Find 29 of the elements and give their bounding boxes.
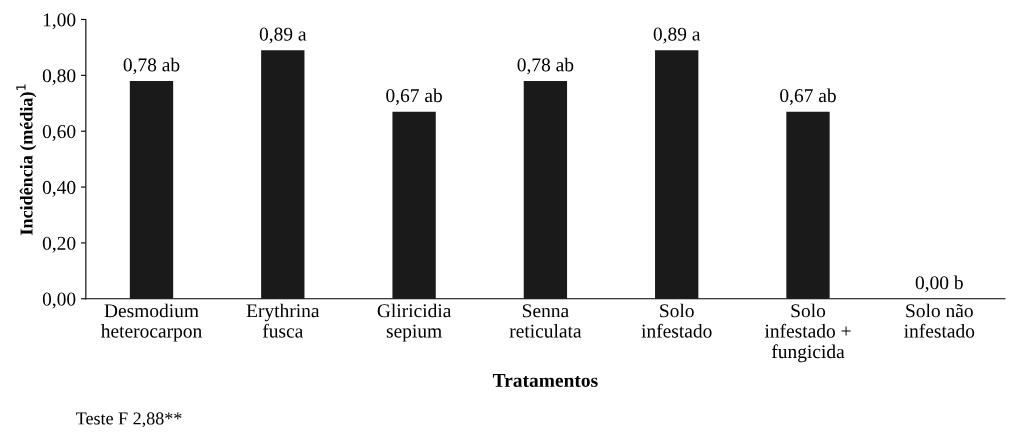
data-label: 0,67 ab xyxy=(780,88,836,105)
y-tick-label: 0,60 xyxy=(42,125,76,141)
bar xyxy=(392,111,436,299)
y-tick-label: 0,20 xyxy=(42,236,76,253)
y-tick-label: 0,40 xyxy=(42,180,76,197)
x-tick-label: Solo infestado + fungicida xyxy=(764,303,851,363)
data-label: 0,00 b xyxy=(915,275,963,293)
y-tick-label: 0,80 xyxy=(42,69,76,86)
bar xyxy=(786,111,830,299)
data-label: 0,89 a xyxy=(259,27,307,44)
data-label: 0,78 ab xyxy=(123,57,180,75)
bar xyxy=(523,80,568,299)
data-label: 0,89 a xyxy=(653,27,701,44)
bar xyxy=(261,50,305,299)
data-label: 0,67 ab xyxy=(386,88,442,105)
bar xyxy=(129,80,174,299)
y-tick-label: 0,00 xyxy=(42,292,76,309)
x-tick-label: Gliricidia sepium xyxy=(377,303,452,342)
x-tick-label: Erythrina fusca xyxy=(246,303,320,338)
text: Teste F 2,88** xyxy=(76,412,182,428)
bar xyxy=(655,50,699,299)
y-axis-title: Incidência (média)$^{1}$ xyxy=(16,84,37,235)
x-tick-label: Solo infestado xyxy=(641,303,712,338)
x-tick-label: Desmodium heterocarpon xyxy=(100,303,202,342)
y-tick-label: 1,00 xyxy=(43,13,76,30)
x-axis-title: Tratamentos xyxy=(492,374,598,388)
x-tick-label: Solo não infestado xyxy=(904,303,975,338)
data-label: 0,78 ab xyxy=(517,57,574,75)
x-tick-label: Senna reticulata xyxy=(509,304,582,338)
